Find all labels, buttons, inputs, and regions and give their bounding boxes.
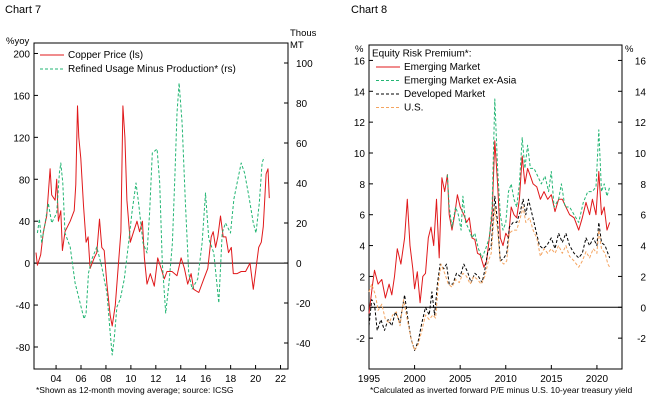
chart-8-footnote: *Calculated as inverted forward P/E minu… <box>370 385 633 395</box>
chart-8-y-right-tick-label: -2 <box>637 334 646 345</box>
chart-8-title: Chart 8 <box>351 4 388 16</box>
chart-8-y-left-tick-label: 0 <box>359 303 365 314</box>
chart-7-series-refined-usage-minus-production-rs-line <box>36 82 265 356</box>
chart-8-y-right-tick-label: 2 <box>640 272 646 283</box>
chart-7-x-tick-label: 22 <box>275 374 287 385</box>
chart-7-x-tick-label: 16 <box>200 374 212 385</box>
chart-7-legend-label-refined-usage-minus-production-rs: Refined Usage Minus Production* (rs) <box>68 64 236 75</box>
chart-8-x-tick-label: 2020 <box>586 374 609 385</box>
chart-7-y-left-tick-label: -80 <box>16 343 31 354</box>
chart-8-y-left-tick-label: 4 <box>359 242 365 253</box>
chart-7-y-left-tick-label: 200 <box>13 49 30 60</box>
chart-7-x-tick-label: 18 <box>225 374 237 385</box>
chart-8-legend-label-u-s: U.S. <box>404 103 423 114</box>
chart-7-x-tick-label: 10 <box>125 374 137 385</box>
chart-8-y-right-tick-label: 0 <box>640 303 646 314</box>
chart-8-y-left-tick-label: -2 <box>356 334 365 345</box>
chart-8-legend-label-emerging-market-ex-asia: Emerging Market ex-Asia <box>404 76 517 87</box>
chart-8-y-right-tick-label: 8 <box>640 180 646 191</box>
chart-8-y-right-tick-label: 4 <box>640 242 646 253</box>
chart-8-plot-frame <box>368 44 623 370</box>
chart-8-legend-label-emerging-market: Emerging Market <box>404 62 480 73</box>
chart-8-x-tick-label: 2000 <box>403 374 426 385</box>
chart-8-y-right-tick-label: 6 <box>640 211 646 222</box>
chart-8-y-right-tick-label: 10 <box>635 149 647 160</box>
chart-7-left-unit: %yoy <box>6 36 30 47</box>
chart-7-y-left-tick-label: 160 <box>13 91 30 102</box>
chart-8-left-unit: % <box>355 44 364 55</box>
chart-8-series-emerging-market-ex-asia-line <box>446 98 611 259</box>
chart-7-footnote: *Shown as 12-month moving average; sourc… <box>36 385 234 395</box>
chart-7-x-tick-label: 06 <box>75 374 87 385</box>
chart-8-x-tick-label: 1995 <box>358 374 381 385</box>
chart-8-x-tick-label: 2005 <box>449 374 472 385</box>
chart-8-y-left-tick-label: 14 <box>354 87 366 98</box>
chart-8-legend-label-developed-market: Developed Market <box>404 89 485 100</box>
chart-8-series-u-s-line <box>368 206 611 351</box>
chart-7-y-left-tick-label: 120 <box>13 133 30 144</box>
chart-8-y-left-tick-label: 10 <box>354 149 366 160</box>
chart-7-right-unit: Thous MT <box>290 28 317 51</box>
chart-7-y-left-tick-label: 0 <box>24 259 30 270</box>
chart-7-x-tick-label: 04 <box>51 374 63 385</box>
chart-7-y-left-tick-label: 40 <box>19 217 31 228</box>
chart-8-y-left-tick-label: 12 <box>354 118 366 129</box>
chart-7-y-right-tick-label: -20 <box>296 299 311 310</box>
chart-8-y-right-tick-label: 16 <box>635 56 647 67</box>
chart-8-x-tick-label: 2010 <box>495 374 518 385</box>
chart-7-title: Chart 7 <box>5 4 42 16</box>
chart-8-y-right-tick-label: 12 <box>635 118 647 129</box>
chart-8-y-left-tick-label: 8 <box>359 180 365 191</box>
chart-7-y-right-tick-label: 100 <box>296 59 313 70</box>
chart-7-y-right-tick-label: -40 <box>296 339 311 350</box>
chart-8-series-emerging-market-line <box>368 140 611 314</box>
chart-7-x-tick-label: 08 <box>100 374 112 385</box>
chart-8-legend-title: Equity Risk Premium*: <box>372 49 471 60</box>
chart-8-x-tick-label: 2015 <box>540 374 563 385</box>
chart-7-y-right-tick-label: 20 <box>296 219 308 230</box>
chart-7-y-right-tick-label: 40 <box>296 179 308 190</box>
chart-7-x-tick-label: 14 <box>175 374 187 385</box>
chart-7-y-right-tick-label: 80 <box>296 99 308 110</box>
chart-7-y-left-tick-label: 80 <box>19 175 31 186</box>
chart-7-series-copper-price-ls-line <box>35 105 270 327</box>
chart-7-y-right-tick-label: 0 <box>296 259 302 270</box>
chart-7-y-left-tick-label: -40 <box>16 301 31 312</box>
chart-8-y-left-tick-label: 16 <box>354 56 366 67</box>
chart-7-y-right-tick-label: 60 <box>296 139 308 150</box>
chart-8-y-left-tick-label: 2 <box>359 272 365 283</box>
chart-7-legend-label-copper-price-ls: Copper Price (ls) <box>68 50 143 61</box>
chart-8-series-developed-market-line <box>368 195 611 351</box>
chart-8-y-left-tick-label: 6 <box>359 211 365 222</box>
chart-7-x-tick-label: 20 <box>250 374 262 385</box>
chart-8-y-right-tick-label: 14 <box>635 87 647 98</box>
chart-7-plot-frame <box>33 42 289 370</box>
chart-7-x-tick-label: 12 <box>150 374 162 385</box>
chart-8-right-unit: % <box>625 44 634 55</box>
